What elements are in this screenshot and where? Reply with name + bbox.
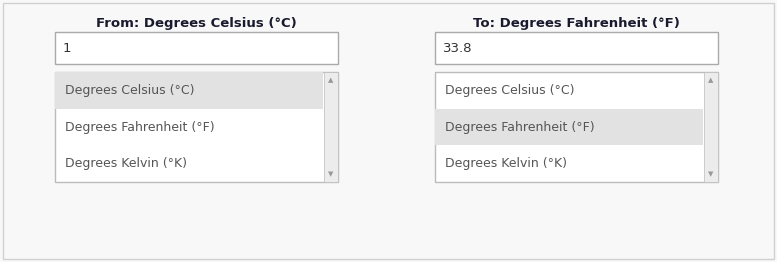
Text: ▼: ▼	[709, 171, 714, 177]
Text: 33.8: 33.8	[443, 41, 472, 54]
Bar	[435, 32, 718, 64]
Bar	[55, 72, 338, 182]
Bar	[435, 109, 703, 145]
Bar	[55, 72, 323, 109]
Text: ▲: ▲	[329, 77, 333, 83]
Text: From: Degrees Celsius (°C): From: Degrees Celsius (°C)	[96, 18, 297, 30]
Text: Degrees Celsius (°C): Degrees Celsius (°C)	[445, 84, 574, 97]
Bar	[55, 32, 338, 64]
Bar	[435, 72, 718, 182]
Text: Degrees Fahrenheit (°F): Degrees Fahrenheit (°F)	[65, 121, 214, 134]
Text: Degrees Kelvin (°K): Degrees Kelvin (°K)	[445, 157, 567, 170]
Text: ▲: ▲	[709, 77, 714, 83]
Text: Degrees Kelvin (°K): Degrees Kelvin (°K)	[65, 157, 187, 170]
Bar	[704, 72, 718, 182]
Text: To: Degrees Fahrenheit (°F): To: Degrees Fahrenheit (°F)	[473, 18, 680, 30]
Bar	[324, 72, 338, 182]
Text: 1: 1	[63, 41, 71, 54]
Text: ▼: ▼	[329, 171, 333, 177]
Text: Degrees Celsius (°C): Degrees Celsius (°C)	[65, 84, 194, 97]
Text: Degrees Fahrenheit (°F): Degrees Fahrenheit (°F)	[445, 121, 594, 134]
